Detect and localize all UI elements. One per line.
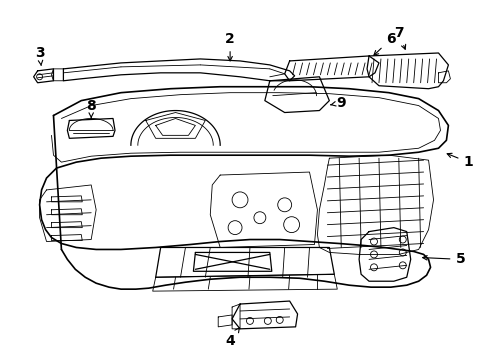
Polygon shape <box>284 56 378 81</box>
Text: 3: 3 <box>35 46 44 66</box>
Polygon shape <box>51 69 63 81</box>
Polygon shape <box>67 118 115 138</box>
Text: 7: 7 <box>393 26 405 49</box>
Polygon shape <box>34 69 53 83</box>
Text: 9: 9 <box>330 96 346 109</box>
Text: 4: 4 <box>225 328 239 348</box>
Text: 2: 2 <box>225 32 235 61</box>
Polygon shape <box>232 301 297 329</box>
Text: 6: 6 <box>373 32 395 55</box>
Polygon shape <box>264 77 328 113</box>
Polygon shape <box>155 247 334 277</box>
Polygon shape <box>438 71 449 83</box>
Polygon shape <box>358 228 410 281</box>
Polygon shape <box>63 59 294 81</box>
Text: 1: 1 <box>446 153 472 169</box>
Polygon shape <box>366 53 447 89</box>
Text: 8: 8 <box>86 99 96 118</box>
Polygon shape <box>40 87 447 289</box>
Text: 5: 5 <box>422 252 464 266</box>
